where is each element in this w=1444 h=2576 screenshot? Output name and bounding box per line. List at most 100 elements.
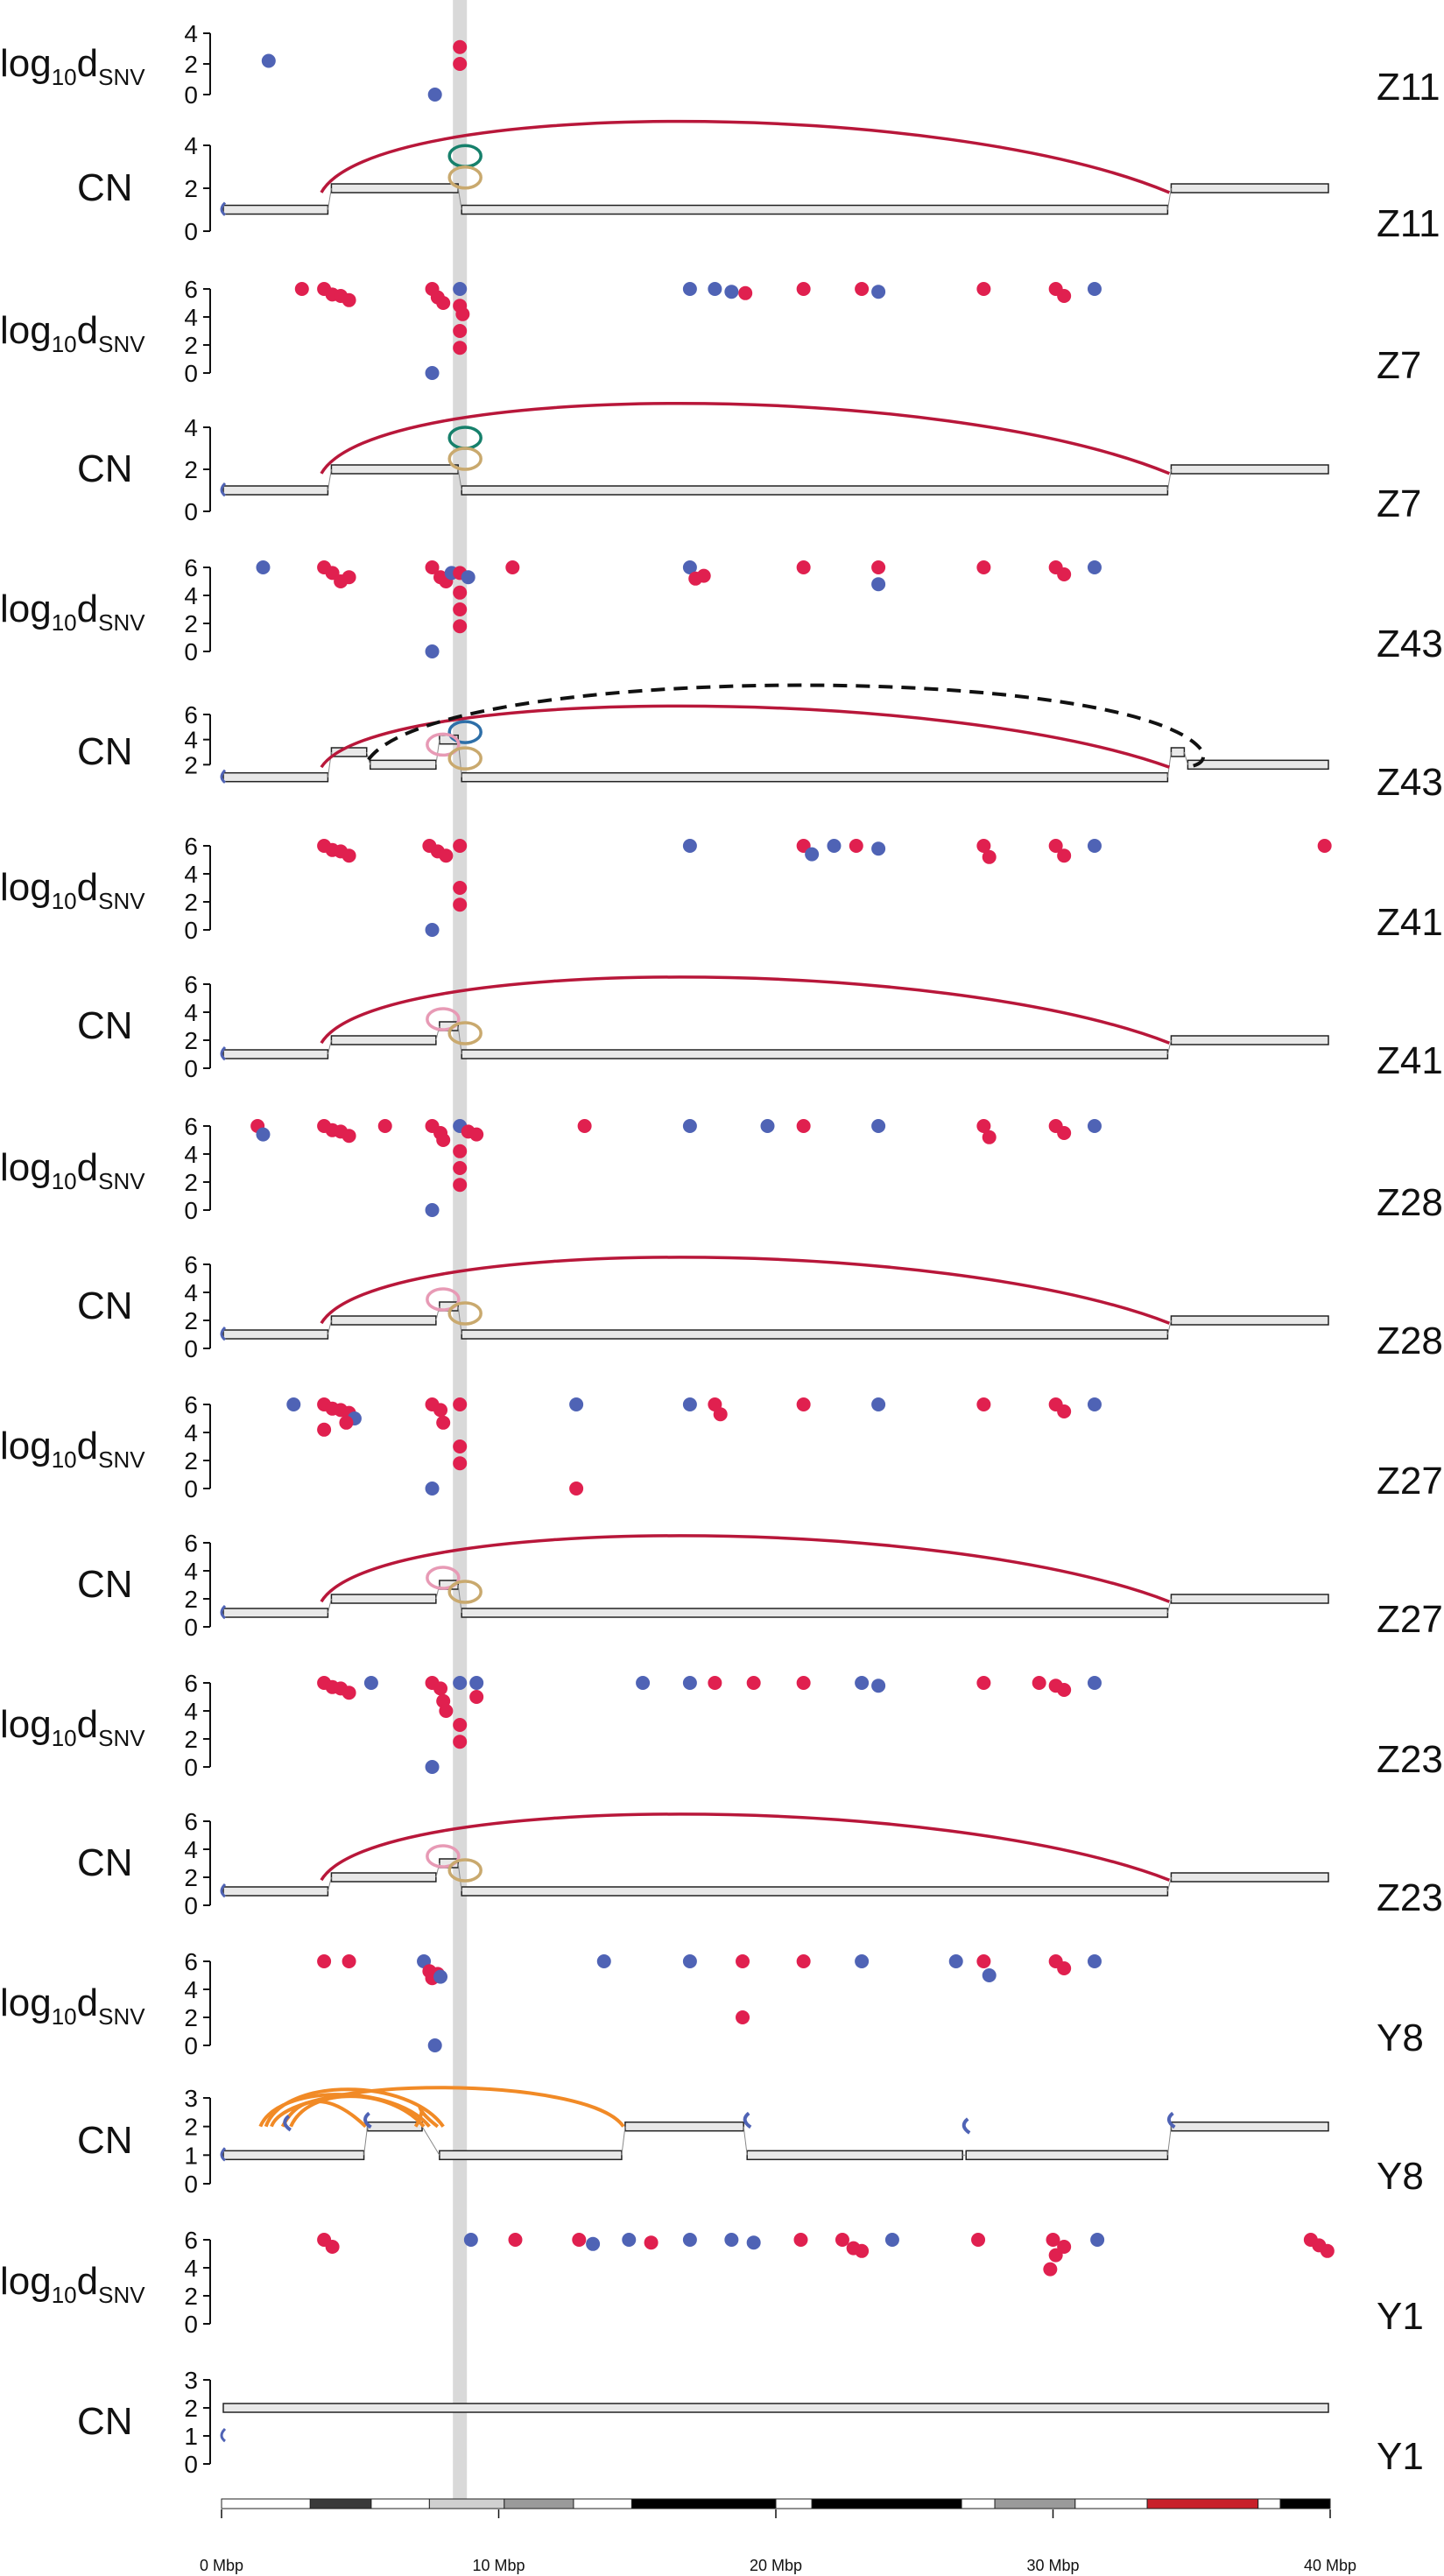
- snv-point: [453, 1144, 468, 1158]
- cn-segment: [330, 1315, 437, 1326]
- snv-point: [453, 39, 468, 54]
- snv-point: [425, 1203, 440, 1217]
- snv-point: [461, 570, 475, 585]
- snv-point: [453, 602, 468, 616]
- cn-segment: [1187, 759, 1329, 771]
- ideogram-band: [1257, 2498, 1281, 2509]
- cn-segment: [461, 771, 1169, 783]
- cn-axis-label: CN: [77, 730, 133, 773]
- snv-point: [849, 839, 863, 853]
- cn-segment: [624, 2121, 744, 2132]
- snv-point: [976, 1676, 991, 1690]
- cn-axis-label: CN: [77, 1284, 133, 1327]
- snv-point: [871, 1397, 886, 1411]
- sv-loop: [447, 746, 483, 771]
- snv-point: [724, 2233, 739, 2247]
- snv-point: [1087, 839, 1102, 853]
- y-tick-label: 4: [184, 861, 198, 888]
- snv-point: [1057, 2240, 1072, 2254]
- ideogram-band: [573, 2498, 632, 2509]
- cn-segment: [222, 771, 329, 783]
- sample-label: Y8: [1377, 2016, 1424, 2059]
- snv-point: [569, 1397, 584, 1411]
- sample-label: Y1: [1377, 2295, 1424, 2338]
- sample-label: Z11: [1377, 202, 1440, 245]
- ideogram-band: [309, 2498, 372, 2509]
- sample-label: Z41: [1377, 901, 1443, 944]
- snv-point: [976, 1119, 991, 1133]
- snv-point: [746, 1676, 761, 1690]
- orange-sv-arc: [280, 2099, 367, 2129]
- snv-point: [453, 1718, 468, 1732]
- cn-segment: [222, 1886, 329, 1897]
- snv-point: [1057, 1683, 1072, 1697]
- sample-label: Z27: [1377, 1460, 1443, 1503]
- y-tick-label: 6: [184, 1251, 198, 1278]
- cn-segment: [965, 2150, 1169, 2161]
- segment-connector: [327, 1320, 332, 1335]
- cn-segment: [461, 1049, 1169, 1059]
- y-tick-label: 2: [184, 1864, 198, 1891]
- y-tick-label: 4: [184, 304, 198, 331]
- y-tick-label: 1: [184, 2423, 198, 2450]
- y-tick-label: 2: [184, 1169, 198, 1196]
- snv-point: [342, 848, 356, 863]
- segment-connector: [1166, 1320, 1172, 1335]
- snv-point: [976, 282, 991, 296]
- cn-segment: [222, 1049, 329, 1059]
- panel-cn-z43: 246 CN Z43: [77, 683, 1443, 804]
- ideogram-band: [775, 2498, 813, 2509]
- snv-point: [453, 897, 468, 912]
- snv-point: [855, 1954, 870, 1968]
- snv-point: [796, 282, 811, 296]
- highlight-band: [453, 0, 468, 2500]
- y-tick-label: 2: [184, 51, 198, 78]
- breakpoint-hook: [1166, 2111, 1176, 2129]
- cn-segment: [746, 2150, 963, 2161]
- sample-label: Z43: [1377, 623, 1443, 665]
- cn-segment: [222, 2403, 1329, 2413]
- ideogram-band: [1279, 2498, 1331, 2509]
- snv-point: [436, 296, 451, 310]
- snv-point: [569, 1482, 584, 1496]
- sv-loop: [447, 720, 483, 744]
- snv-point: [1057, 1961, 1072, 1975]
- y-tick-label: 6: [184, 1948, 198, 1975]
- snv-point: [1087, 560, 1102, 574]
- sample-label: Z27: [1377, 1598, 1443, 1641]
- segment-connector: [1166, 1039, 1172, 1055]
- y-tick-label: 2: [184, 2004, 198, 2031]
- y-tick-label: 0: [184, 2311, 198, 2338]
- snv-point: [682, 1954, 697, 1968]
- segment-connector: [327, 1039, 332, 1055]
- snv-point: [982, 1968, 997, 1982]
- snv-point: [469, 1690, 484, 1704]
- segment-connector: [1183, 751, 1188, 765]
- breakpoint-marker: [220, 1604, 227, 1620]
- y-tick-label: 2: [184, 751, 198, 778]
- snv-point: [682, 839, 697, 853]
- breakpoint-marker: [220, 201, 227, 216]
- snv-point: [425, 1482, 440, 1496]
- cn-axis-label: CN: [77, 166, 133, 209]
- cn-segment: [330, 183, 459, 194]
- snv-point: [427, 2038, 442, 2052]
- snv-point: [294, 282, 309, 296]
- y-tick-label: 2: [184, 610, 198, 637]
- y-tick-label: 2: [184, 2395, 198, 2422]
- snv-point: [586, 2236, 601, 2251]
- snv-point: [363, 1676, 378, 1690]
- panel-cn-z11: 0 2 4 CN Z11: [77, 119, 1440, 245]
- cn-segment: [222, 204, 329, 215]
- y-tick-label: 6: [184, 554, 198, 581]
- y-tick-label: 1: [184, 2142, 198, 2169]
- snv-point: [261, 53, 276, 68]
- snv-point: [425, 923, 440, 937]
- ideogram-band: [504, 2498, 574, 2509]
- x-tick-label: 10 Mbp: [472, 2557, 525, 2574]
